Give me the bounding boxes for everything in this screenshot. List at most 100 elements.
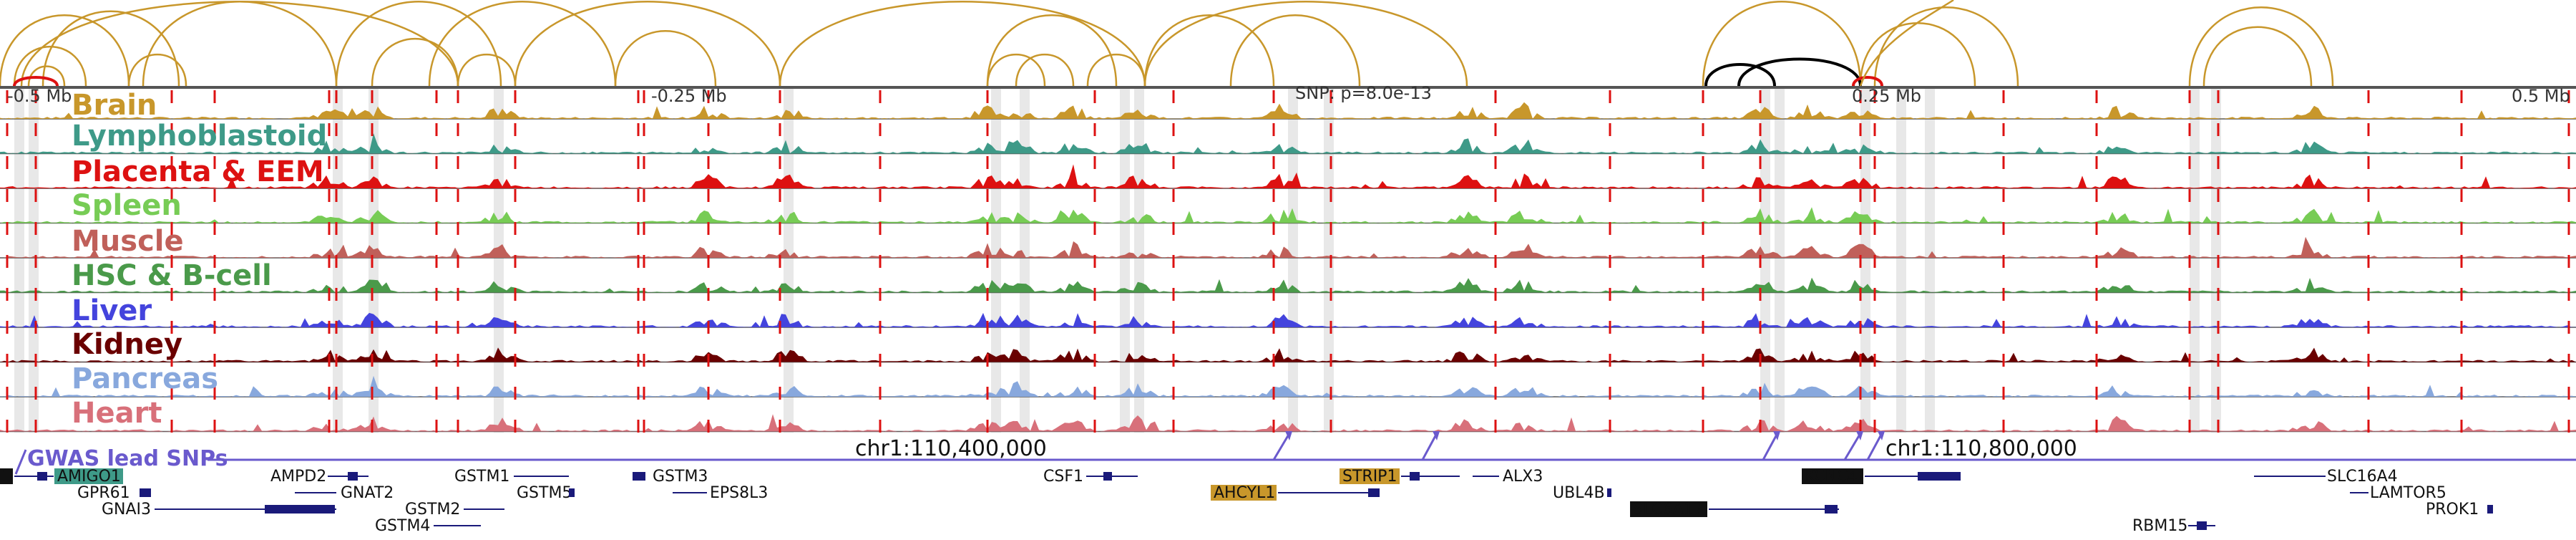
- gene-gpr61-label: GPR61: [77, 484, 130, 502]
- gene-gnai3[interactable]: GNAI3: [102, 501, 336, 519]
- gene-prok1[interactable]: PROK1: [2426, 501, 2493, 519]
- interaction-arc-4: [42, 10, 180, 87]
- interaction-arc-24: [1873, 6, 2019, 87]
- signal-heart: [0, 414, 2576, 432]
- highlight-column-3: [333, 87, 343, 433]
- gwas-marker-head-5: [1856, 431, 1863, 440]
- gene-partial-label-bg: [0, 468, 13, 484]
- interaction-arc-15: [986, 54, 1046, 87]
- interaction-arc-8: [335, 1, 502, 87]
- highlight-column-5: [494, 87, 504, 433]
- gene-lamtor5-label: LAMTOR5: [2370, 484, 2446, 502]
- gene-ahcyl1-label: AHCYL1: [1214, 484, 1275, 502]
- gwas-marker-4[interactable]: [1762, 433, 1779, 461]
- ruler-tick-plus-0-25: 0.25 Mb: [1852, 86, 1921, 106]
- gene-rbm15-exon: [2197, 521, 2207, 530]
- highlight-column-4: [369, 87, 379, 433]
- gene-strip1[interactable]: STRIP1: [1340, 468, 1460, 486]
- gene-amigo1-label-bg: [54, 468, 123, 484]
- gene-kcnc4[interactable]: KCNC4: [1802, 468, 1961, 486]
- gene-csf1[interactable]: CSF1: [1043, 468, 1138, 486]
- signal-liver: [0, 312, 2576, 327]
- gene-alx3-label: ALX3: [1503, 468, 1543, 486]
- highlight-column-12: [1324, 87, 1334, 433]
- interaction-arc-12: [514, 1, 781, 87]
- ruler-tick-minus-0-5: -0.5 Mb: [7, 86, 72, 106]
- gene-gstm1-label: GSTM1: [454, 468, 509, 486]
- gene-gnat2[interactable]: GNAT2: [295, 484, 394, 502]
- gene-slc6a17[interactable]: SLC6A17: [1630, 501, 1839, 519]
- gene-gnai3-exon: [265, 505, 335, 514]
- ruler-tick-minus-0-25: -0.25 Mb: [651, 86, 727, 106]
- highlight-column-15: [1860, 87, 1870, 433]
- gwas-marker-1[interactable]: [14, 449, 27, 475]
- highlight-column-17: [1925, 87, 1935, 433]
- gene-partial-label[interactable]: 1: [1, 468, 11, 486]
- gene-ampd2[interactable]: AMPD2: [270, 468, 369, 486]
- gene-kcnc4-label-bg: [1802, 468, 1863, 484]
- coordinate-ruler: -0.5 Mb -0.25 Mb SNP: p=8.0e-13 0.25 Mb …: [0, 83, 2576, 106]
- gene-eps8l3[interactable]: EPS8L3: [673, 484, 768, 502]
- highlight-column-13: [1760, 87, 1770, 433]
- track-label-lymphoblastoid: Lymphoblastoid: [72, 120, 327, 153]
- gene-prok1-exon: [2487, 505, 2493, 514]
- interaction-arc-13: [614, 30, 717, 87]
- gene-gstm3[interactable]: GSTM3: [633, 468, 708, 486]
- gwas-marker-5[interactable]: [1843, 433, 1862, 461]
- highlight-column-14: [1775, 87, 1785, 433]
- interaction-arc-dark-2: [1737, 57, 1862, 87]
- gene-slc16a4-label: SLC16A4: [2327, 468, 2398, 486]
- signal-muscle: [0, 236, 2576, 258]
- interaction-arc-6: [142, 1, 338, 87]
- gene-alx3[interactable]: ALX3: [1473, 468, 1543, 486]
- highlight-column-9: [1120, 87, 1130, 433]
- gene-rbm15-label: RBM15: [2132, 517, 2187, 535]
- gene-gstm4[interactable]: GSTM4: [375, 517, 481, 535]
- gwas-marker-2[interactable]: [1272, 433, 1291, 461]
- gene-gstm5[interactable]: GSTM5: [517, 484, 575, 502]
- gene-lamtor5[interactable]: LAMTOR5: [2350, 484, 2446, 502]
- gene-prok1-label: PROK1: [2426, 501, 2479, 519]
- gene-gstm2[interactable]: GSTM2: [405, 501, 504, 519]
- gene-ubl4b-exon: [1607, 488, 1611, 497]
- signal-kidney: [0, 347, 2576, 362]
- track-label-kidney: Kidney: [72, 328, 182, 361]
- gene-annotation-track: 1 AMIGO1 AMPD2 GSTM1 GSTM3 CSF1: [0, 468, 2493, 535]
- interaction-arc-5: [127, 54, 187, 87]
- red-marker-lines: [6, 90, 2570, 433]
- interaction-arc-dark-1: [1704, 63, 1776, 87]
- gene-slc16a4[interactable]: SLC16A4: [2254, 468, 2398, 486]
- highlight-column-7: [991, 87, 1001, 433]
- gene-amigo1-label: AMIGO1: [57, 468, 121, 486]
- gene-ahcyl1-label-bg: [1211, 485, 1277, 501]
- interaction-arc-10: [428, 1, 617, 87]
- interaction-arc-11: [457, 54, 517, 87]
- ruler-tick-plus-0-5: 0.5 Mb: [2512, 86, 2570, 106]
- highlight-column-1: [14, 87, 24, 433]
- gene-slc6a17-label-bg: [1630, 501, 1707, 517]
- interaction-arc-18: [1086, 54, 1146, 87]
- gene-ubl4b[interactable]: UBL4B: [1553, 484, 1611, 502]
- gene-amigo1-exon: [37, 472, 47, 481]
- gene-strip1-exon: [1410, 472, 1420, 481]
- gene-strip1-label: STRIP1: [1342, 468, 1397, 486]
- interaction-arc-1: [0, 14, 130, 87]
- highlight-column-10: [1134, 87, 1144, 433]
- gwas-marker-3[interactable]: [1421, 433, 1438, 461]
- highlight-column-6: [784, 87, 794, 433]
- interaction-arc-red-1: [1852, 76, 1883, 87]
- gene-gstm5-label: GSTM5: [517, 484, 572, 502]
- gene-gpr61[interactable]: GPR61: [77, 484, 151, 502]
- gene-ahcyl1[interactable]: AHCYL1: [1211, 484, 1380, 502]
- gene-amigo1[interactable]: AMIGO1: [14, 468, 123, 486]
- interaction-arc-7: [20, 1, 459, 87]
- gene-gstm5-exon: [569, 488, 575, 497]
- gene-gpr61-exon: [140, 488, 151, 497]
- signal-hsc-b-cell: [0, 277, 2576, 293]
- gene-gstm1[interactable]: GSTM1: [454, 468, 569, 486]
- gwas-marker-6[interactable]: [1866, 433, 1883, 461]
- interaction-arc-25: [2188, 6, 2334, 87]
- gene-rbm15[interactable]: RBM15: [2132, 517, 2215, 535]
- coord-label-110800000: chr1:110,800,000: [1885, 436, 2077, 461]
- gene-ahcyl1-exon: [1368, 488, 1380, 497]
